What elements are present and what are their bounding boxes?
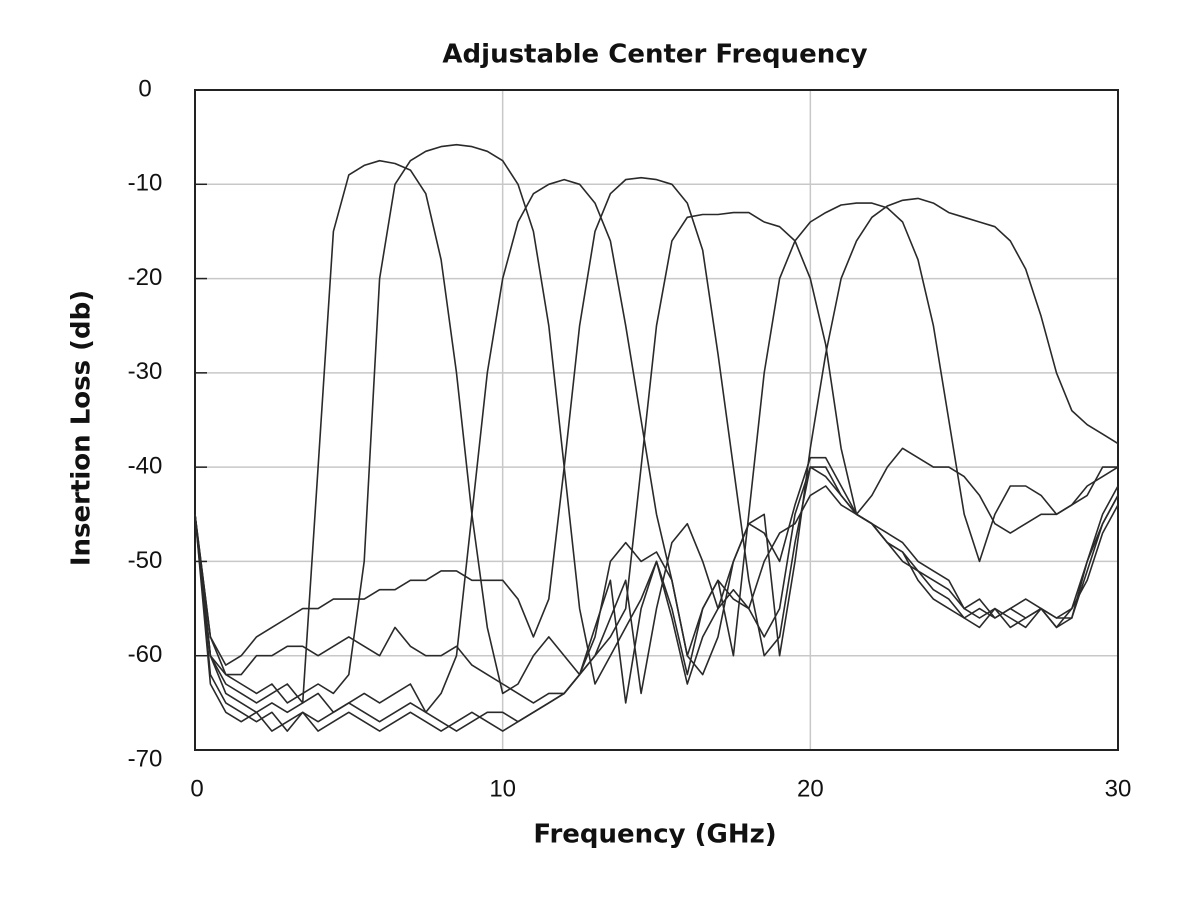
chart-title: Adjustable Center Frequency — [442, 40, 867, 70]
x-tick-label: 0 — [190, 775, 203, 802]
y-tick-label: -30 — [128, 358, 163, 385]
series-line — [194, 211, 1118, 704]
series-line — [194, 176, 1119, 666]
y-tick-label: 0 — [138, 75, 151, 102]
series-line — [194, 178, 1119, 714]
x-axis-label: Frequency (GHz) — [533, 820, 776, 850]
y-tick-label: -60 — [128, 641, 163, 668]
y-tick-label: -70 — [128, 745, 163, 772]
series-line — [194, 197, 1119, 732]
x-tick-label: 30 — [1105, 775, 1132, 802]
y-tick-label: -40 — [128, 452, 163, 479]
y-axis-label: Insertion Loss (db) — [67, 290, 97, 566]
y-tick-label: -20 — [128, 264, 163, 291]
series-line — [194, 143, 1119, 704]
series-line — [194, 202, 1119, 732]
y-tick-label: -50 — [128, 547, 163, 574]
y-tick-label: -10 — [128, 170, 163, 197]
series-line — [194, 159, 1119, 714]
plot-frame — [194, 89, 1119, 751]
x-tick-label: 10 — [489, 775, 516, 802]
x-tick-label: 20 — [797, 775, 824, 802]
